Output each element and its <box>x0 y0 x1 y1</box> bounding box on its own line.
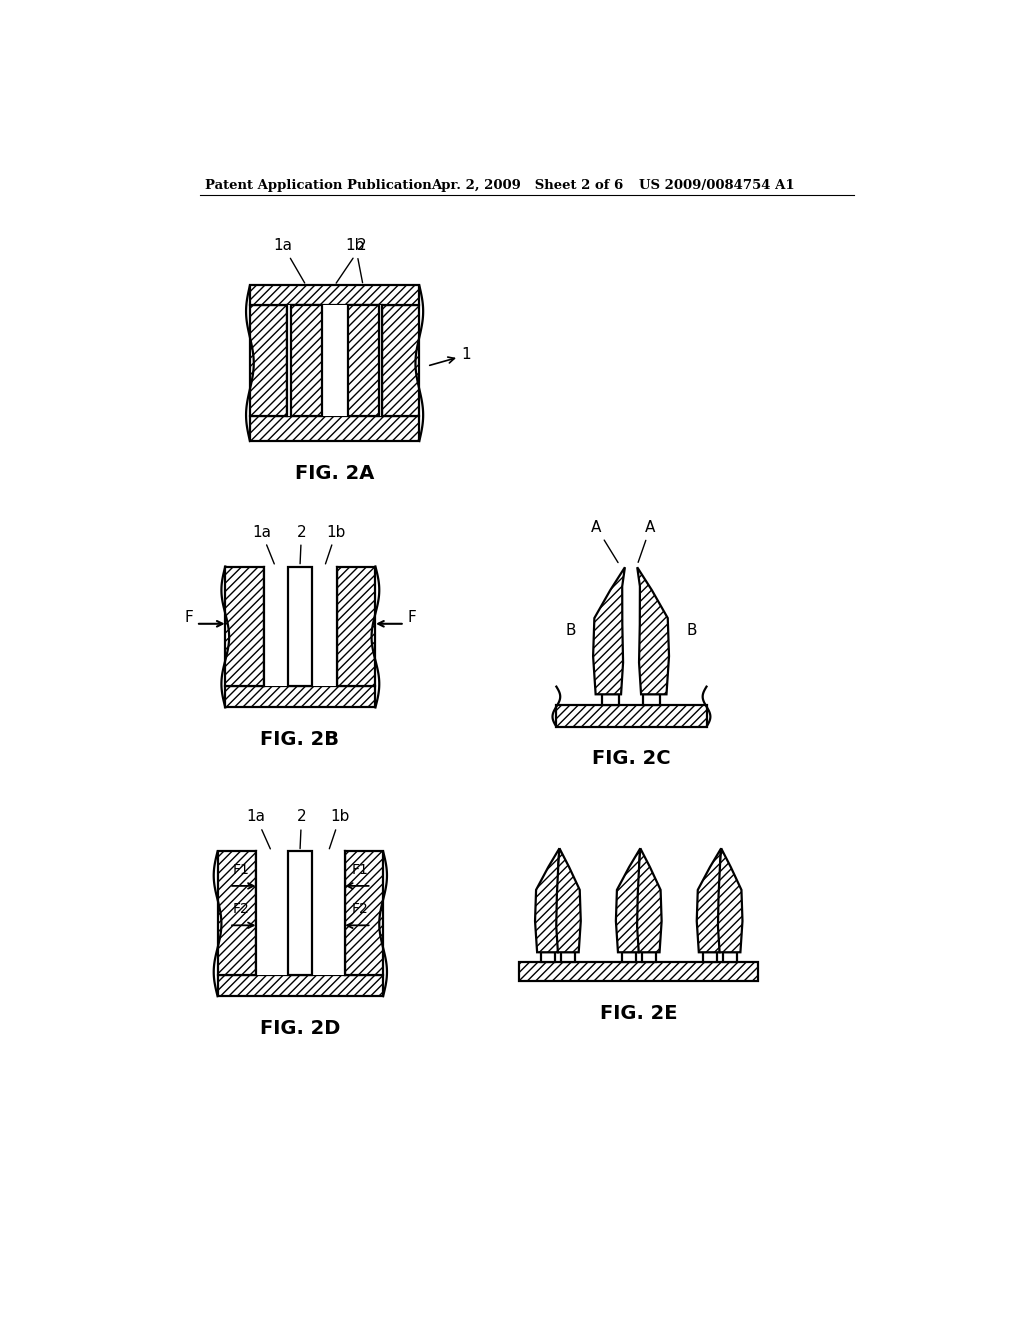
Bar <box>702 952 717 961</box>
Bar <box>225 686 376 708</box>
Text: 2: 2 <box>336 238 367 284</box>
Text: FIG. 2D: FIG. 2D <box>260 1019 340 1038</box>
Text: Patent Application Publication: Patent Application Publication <box>205 178 432 191</box>
Bar <box>519 961 758 981</box>
Bar <box>642 952 655 961</box>
Bar <box>312 566 337 686</box>
Polygon shape <box>593 568 625 694</box>
Polygon shape <box>536 849 559 952</box>
Bar <box>250 416 419 441</box>
Text: FIG. 2B: FIG. 2B <box>260 730 340 750</box>
Text: FIG. 2C: FIG. 2C <box>592 750 671 768</box>
Text: F: F <box>408 610 417 626</box>
Bar <box>288 851 312 974</box>
Text: 2: 2 <box>297 524 306 564</box>
Bar <box>723 952 736 961</box>
Bar <box>288 566 312 686</box>
Bar <box>256 851 288 974</box>
Polygon shape <box>696 849 721 952</box>
Bar <box>541 952 555 961</box>
Bar <box>622 952 636 961</box>
Bar <box>217 851 256 974</box>
Bar <box>287 305 382 416</box>
Bar <box>337 566 376 686</box>
Polygon shape <box>556 849 581 952</box>
Text: A: A <box>591 520 618 562</box>
Text: F2: F2 <box>351 902 369 916</box>
Text: F2: F2 <box>232 902 249 916</box>
Bar <box>556 705 707 726</box>
Text: FIG. 2E: FIG. 2E <box>600 1003 678 1023</box>
Text: F1: F1 <box>232 863 249 876</box>
Text: 1b: 1b <box>326 524 346 564</box>
Bar <box>345 851 383 974</box>
Bar <box>250 305 287 416</box>
Text: US 2009/0084754 A1: US 2009/0084754 A1 <box>639 178 795 191</box>
Bar <box>264 566 288 686</box>
Text: 1b: 1b <box>330 809 349 849</box>
Text: 1: 1 <box>430 347 471 366</box>
Bar <box>217 974 383 997</box>
Text: 1a: 1a <box>247 809 270 849</box>
Text: 1b: 1b <box>346 238 366 282</box>
Bar <box>643 694 660 705</box>
Bar <box>225 566 264 686</box>
Bar <box>602 694 618 705</box>
Text: FIG. 2A: FIG. 2A <box>295 463 375 483</box>
Bar <box>561 952 574 961</box>
Bar <box>291 305 322 416</box>
Polygon shape <box>615 849 640 952</box>
Polygon shape <box>637 568 669 694</box>
Polygon shape <box>637 849 662 952</box>
Polygon shape <box>718 849 742 952</box>
Text: B: B <box>565 623 577 639</box>
Bar <box>264 566 337 686</box>
Text: F1: F1 <box>351 863 369 876</box>
Bar <box>256 851 345 974</box>
Text: A: A <box>638 520 655 562</box>
Text: 1a: 1a <box>252 524 274 564</box>
Text: B: B <box>687 623 697 639</box>
Bar <box>250 285 419 305</box>
Bar <box>312 851 345 974</box>
Text: 2: 2 <box>297 809 306 849</box>
Text: Apr. 2, 2009   Sheet 2 of 6: Apr. 2, 2009 Sheet 2 of 6 <box>431 178 624 191</box>
Bar <box>382 305 419 416</box>
Bar <box>348 305 379 416</box>
Text: F: F <box>184 610 193 626</box>
Text: 1a: 1a <box>273 238 305 282</box>
